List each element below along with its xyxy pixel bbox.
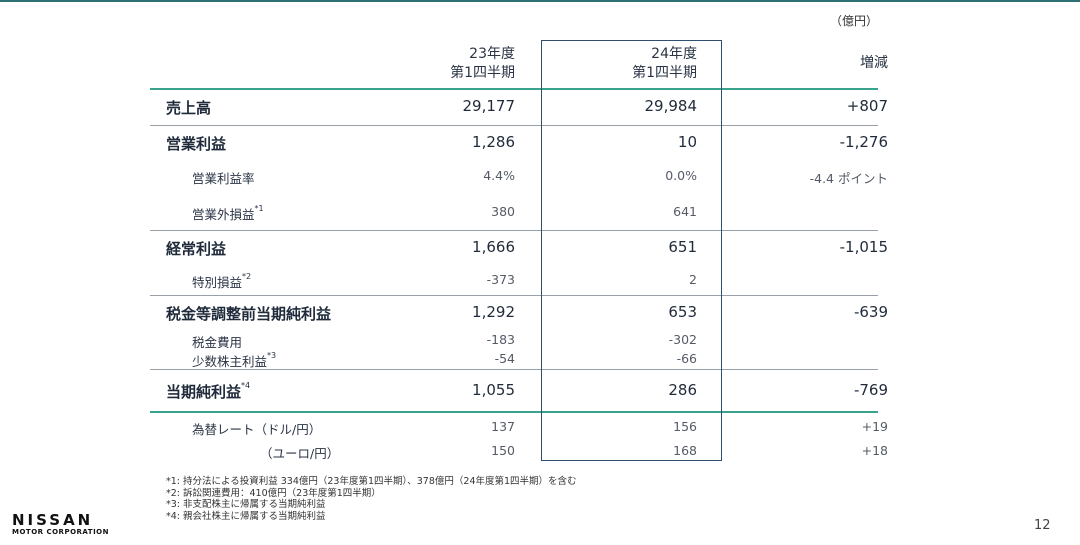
row-divider — [150, 230, 878, 231]
change-value: -1,276 — [839, 133, 888, 151]
page-number: 12 — [1034, 518, 1051, 533]
curr-value: 286 — [668, 381, 697, 399]
footnote: *3: 非支配株主に帰属する当期純利益 — [166, 499, 326, 510]
header-prev-period: 23年度 第1四半期 — [450, 46, 515, 81]
row-label: 少数株主利益*3 — [192, 351, 277, 369]
change-value: -4.4 ポイント — [809, 171, 888, 186]
change-value: -769 — [853, 381, 888, 399]
curr-value: 2 — [689, 272, 697, 287]
row-label: 税金費用 — [192, 335, 243, 350]
prev-value: 1,666 — [472, 238, 515, 256]
change-value: +807 — [846, 97, 888, 115]
row-label: 為替レート（ドル/円） — [192, 422, 322, 437]
prev-value: -54 — [494, 351, 515, 366]
curr-value: 651 — [668, 238, 697, 256]
prev-value: 1,292 — [472, 303, 515, 321]
row-label: 営業利益 — [166, 135, 227, 153]
prev-value: 29,177 — [462, 97, 516, 115]
prev-value: 4.4% — [483, 168, 515, 183]
change-value: +19 — [861, 419, 888, 434]
curr-value: -302 — [668, 332, 697, 347]
row-label: 売上高 — [166, 99, 212, 117]
curr-value: 156 — [673, 419, 697, 434]
unit-label: （億円） — [830, 14, 879, 28]
prev-value: 137 — [491, 419, 515, 434]
row-label: 当期純利益*4 — [166, 381, 251, 401]
curr-value: 641 — [673, 204, 697, 219]
footnote: *2: 訴訟関連費用：410億円（23年度第1四半期） — [166, 487, 381, 499]
footnote: *1: 持分法による投資利益 334億円（23年度第1四半期）、378億円（24… — [166, 476, 577, 487]
curr-value: 29,984 — [644, 97, 698, 115]
net-income-divider — [150, 411, 878, 413]
curr-value: 168 — [673, 443, 697, 458]
footnotes: *1: 持分法による投資利益 334億円（23年度第1四半期）、378億円（24… — [166, 476, 577, 522]
table-header: 23年度 第1四半期 24年度 第1四半期 増減 — [150, 40, 888, 88]
change-value: -1,015 — [839, 238, 888, 256]
row-divider — [150, 125, 878, 126]
change-value: -639 — [853, 303, 888, 321]
current-period-highlight-box — [541, 40, 722, 461]
nissan-logo: NISSAN MOTOR CORPORATION — [12, 512, 109, 537]
row-divider — [150, 369, 878, 370]
logo-brand: NISSAN — [12, 511, 94, 529]
prev-value: -183 — [486, 332, 515, 347]
row-label: 経常利益 — [166, 240, 227, 258]
curr-value: -66 — [676, 351, 697, 366]
prev-value: -373 — [486, 272, 515, 287]
curr-value: 10 — [677, 133, 697, 151]
top-accent-line — [0, 0, 1080, 2]
prev-value: 150 — [491, 443, 515, 458]
prev-value: 380 — [491, 204, 515, 219]
footnote: *4: 親会社株主に帰属する当期純利益 — [166, 510, 326, 522]
row-label: 営業利益率 — [192, 171, 255, 186]
curr-value: 0.0% — [665, 168, 697, 183]
header-change: 増減 — [860, 55, 888, 71]
curr-value: 653 — [668, 303, 697, 321]
change-value: +18 — [861, 443, 888, 458]
row-label: 税金等調整前当期純利益 — [166, 305, 332, 323]
prev-value: 1,286 — [472, 133, 515, 151]
row-label: （ユーロ/円） — [260, 446, 340, 461]
row-divider — [150, 295, 878, 296]
logo-subtitle: MOTOR CORPORATION — [12, 528, 109, 536]
row-label: 特別損益*2 — [192, 272, 252, 290]
row-label: 営業外損益*1 — [192, 204, 264, 222]
prev-value: 1,055 — [472, 381, 515, 399]
header-curr-period: 24年度 第1四半期 — [632, 46, 697, 81]
header-divider — [150, 88, 878, 90]
